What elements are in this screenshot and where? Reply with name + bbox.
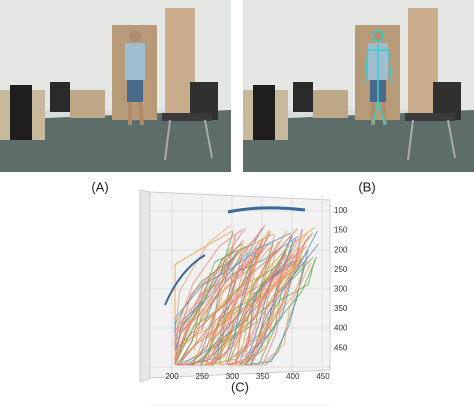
- trajectory: [212, 262, 283, 366]
- plot-3d: [139, 189, 331, 406]
- trajectory: [226, 232, 292, 366]
- trajectory: [206, 240, 306, 339]
- trajectory: [238, 243, 319, 366]
- trajectory: [174, 251, 256, 342]
- trajectory: [174, 233, 274, 364]
- trajectory: [186, 254, 294, 366]
- trajectory: [175, 241, 271, 366]
- trajectory: [219, 257, 309, 366]
- trajectory: [174, 227, 246, 342]
- y-tick-label: 250: [334, 265, 348, 274]
- y-tick-label: 450: [334, 343, 348, 352]
- trajectory: [227, 206, 306, 214]
- trajectory: [229, 246, 308, 366]
- trajectory: [235, 262, 297, 366]
- trajectory: [178, 261, 288, 366]
- trajectory: [228, 229, 270, 366]
- trajectory: [174, 240, 244, 366]
- trajectory: [190, 249, 281, 366]
- trajectory: [262, 229, 303, 366]
- photo-b: [241, 0, 474, 174]
- trajectory: [242, 251, 309, 366]
- trajectory: [201, 235, 299, 331]
- trajectory: [164, 254, 206, 306]
- y-tick-label: 200: [334, 245, 348, 254]
- trajectory: [203, 226, 315, 324]
- trajectory: [174, 231, 234, 366]
- y-tick-label: 300: [334, 285, 348, 294]
- x-tick-label: 250: [196, 372, 210, 381]
- trajectory: [174, 246, 263, 365]
- trajectory: [191, 250, 287, 366]
- x-tick-label: 200: [165, 372, 179, 381]
- x-tick-label: 350: [256, 372, 270, 381]
- x-tick-label: 300: [226, 372, 240, 381]
- trajectory: [244, 230, 318, 366]
- trajectory: [234, 254, 287, 358]
- x-tick-label: 400: [286, 372, 300, 381]
- trajectory: [209, 246, 271, 348]
- y-tick-label: 150: [334, 226, 348, 235]
- y-tick-label: 100: [334, 206, 348, 215]
- trajectory: [223, 232, 308, 343]
- y-tick-label: 400: [334, 324, 348, 333]
- trajectory: [176, 245, 247, 366]
- x-tick-label: 450: [316, 372, 330, 381]
- panel-label: (A): [91, 179, 108, 194]
- trajectory: [248, 236, 293, 354]
- trajectory: [205, 232, 270, 366]
- panel-label: (C): [231, 379, 249, 394]
- trajectory: [227, 262, 312, 366]
- panel-label: (B): [358, 179, 375, 194]
- trajectory: [211, 234, 276, 366]
- photo-a: [0, 0, 233, 174]
- trajectory: [179, 225, 266, 366]
- trajectory: [174, 241, 245, 338]
- y-tick-label: 350: [334, 304, 348, 313]
